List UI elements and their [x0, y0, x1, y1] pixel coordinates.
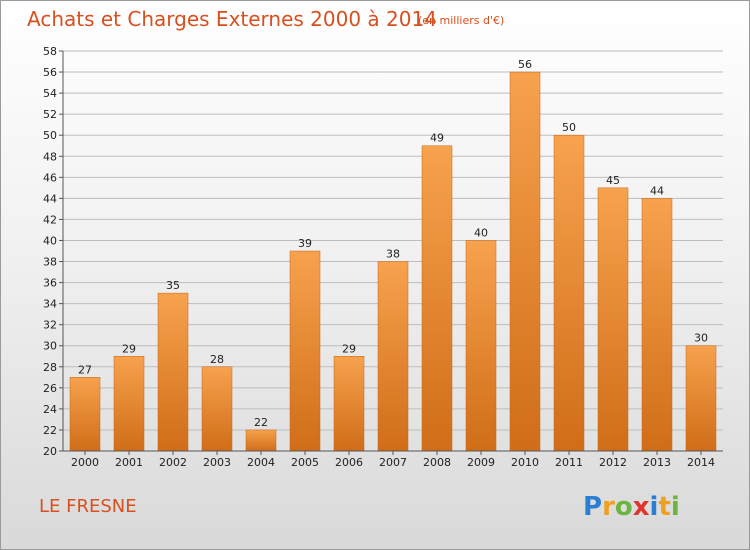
data-label-2009: 40 [474, 226, 488, 239]
data-label-2004: 22 [254, 416, 268, 429]
data-label-2001: 29 [122, 342, 136, 355]
bar-2007 [377, 261, 409, 452]
x-tick-label-2008: 2008 [423, 456, 451, 469]
y-tick-label: 52 [43, 108, 57, 121]
data-label-2013: 44 [650, 184, 664, 197]
bar-2006 [333, 356, 365, 452]
bar-2001 [113, 356, 145, 452]
chart-unit: (en milliers d'€) [418, 14, 505, 27]
labels: 20 22 24 26 28 30 32 34 36 38 40 42 44 46 48 50 52 54 56 58… [43, 45, 715, 469]
y-tick-label: 28 [43, 361, 57, 374]
data-label-2006: 29 [342, 342, 356, 355]
bar-2002 [157, 292, 189, 452]
y-tick-label: 50 [43, 129, 57, 142]
axes [59, 50, 723, 455]
x-tick-label-2003: 2003 [203, 456, 231, 469]
y-tick-label: 36 [43, 277, 57, 290]
svg-text:Proxiti: Proxiti [583, 492, 680, 522]
bar-2008 [421, 145, 453, 452]
y-tick-label: 20 [43, 445, 57, 458]
x-tick-label-2005: 2005 [291, 456, 319, 469]
y-tick-label: 42 [43, 213, 57, 226]
y-tick-label: 56 [43, 66, 57, 79]
y-tick-label: 32 [43, 319, 57, 332]
y-tick-label: 34 [43, 298, 57, 311]
y-tick-label: 48 [43, 150, 57, 163]
y-tick-label: 46 [43, 171, 57, 184]
bar-2004 [245, 429, 277, 452]
y-tick-label: 26 [43, 382, 57, 395]
data-label-2002: 35 [166, 279, 180, 292]
bars [69, 71, 717, 452]
data-label-2003: 28 [210, 353, 224, 366]
x-tick-label-2013: 2013 [643, 456, 671, 469]
y-tick-label: 24 [43, 403, 57, 416]
data-label-2014: 30 [694, 332, 708, 345]
chart-title: Achats et Charges Externes 2000 à 2014 [27, 7, 437, 31]
bar-2009 [465, 240, 497, 452]
x-tick-label-2010: 2010 [511, 456, 539, 469]
bar-2012 [597, 187, 629, 452]
y-tick-label: 30 [43, 340, 57, 353]
x-tick-label-2000: 2000 [71, 456, 99, 469]
y-tick-label: 54 [43, 87, 57, 100]
data-label-2000: 27 [78, 363, 92, 376]
commune-name: LE FRESNE [39, 496, 137, 517]
data-label-2008: 49 [430, 132, 444, 145]
data-label-2011: 50 [562, 121, 576, 134]
y-tick-label: 40 [43, 234, 57, 247]
data-label-2005: 39 [298, 237, 312, 250]
y-tick-label: 44 [43, 192, 57, 205]
proxiti-logo: Proxiti [583, 492, 680, 522]
bar-2005 [289, 250, 321, 452]
x-tick-label-2012: 2012 [599, 456, 627, 469]
bar-2010 [509, 71, 541, 452]
bar-2014 [685, 345, 717, 452]
data-label-2010: 56 [518, 58, 532, 71]
x-tick-label-2007: 2007 [379, 456, 407, 469]
x-tick-label-2014: 2014 [687, 456, 715, 469]
bar-2013 [641, 198, 673, 452]
x-tick-label-2011: 2011 [555, 456, 583, 469]
x-tick-label-2006: 2006 [335, 456, 363, 469]
data-label-2012: 45 [606, 174, 620, 187]
y-tick-label: 58 [43, 45, 57, 58]
x-tick-label-2009: 2009 [467, 456, 495, 469]
bar-2003 [201, 366, 233, 452]
bar-2011 [553, 134, 585, 452]
x-tick-label-2004: 2004 [247, 456, 275, 469]
y-tick-label: 38 [43, 256, 57, 269]
x-tick-label-2001: 2001 [115, 456, 143, 469]
x-tick-label-2002: 2002 [159, 456, 187, 469]
y-tick-label: 22 [43, 424, 57, 437]
data-label-2007: 38 [386, 248, 400, 261]
bar-2000 [69, 377, 101, 452]
